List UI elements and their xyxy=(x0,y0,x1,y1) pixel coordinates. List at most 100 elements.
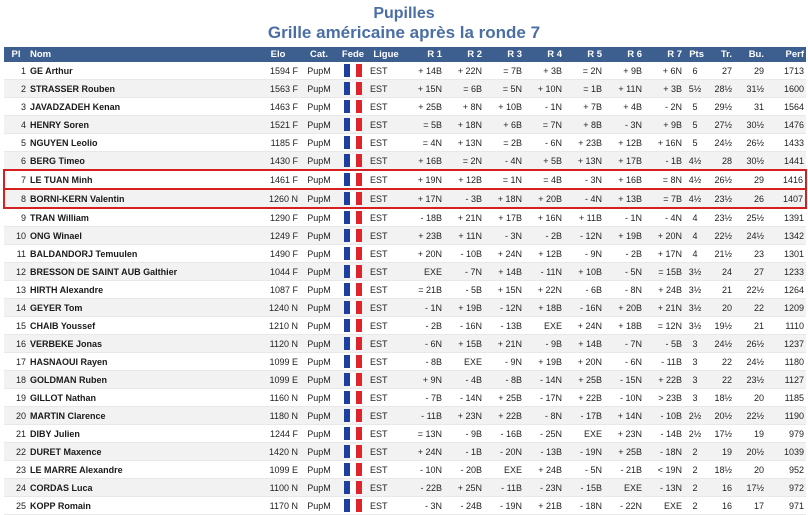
cell-perf: 972 xyxy=(766,478,806,497)
cell-r3: + 18N xyxy=(484,188,524,209)
cell-ligue: EST xyxy=(368,133,404,152)
cell-r2: + 13N xyxy=(444,133,484,152)
cell-r7: = 8N xyxy=(644,169,684,190)
cell-r2: - 20B xyxy=(444,460,484,479)
cell-r7: = 7B xyxy=(644,188,684,209)
cell-elo: 1180 N xyxy=(256,406,300,425)
cell-nom: GEYER Tom xyxy=(28,298,256,317)
cell-r6: + 18B xyxy=(604,316,644,335)
cell-elo: 1249 F xyxy=(256,226,300,245)
cell-tr: 20 xyxy=(706,298,734,317)
cell-r2: - 3B xyxy=(444,188,484,209)
cell-pts: 3½ xyxy=(684,280,706,299)
cell-r6: + 23N xyxy=(604,424,644,443)
column-header-pts: Pts xyxy=(684,47,706,62)
cell-perf: 1476 xyxy=(766,115,806,134)
cell-r2: - 24B xyxy=(444,496,484,515)
column-header-r3: R 3 xyxy=(484,47,524,62)
cell-bu: 31 xyxy=(734,97,766,116)
cell-r5: + 25B xyxy=(564,370,604,389)
cell-bu: 25½ xyxy=(734,208,766,227)
cell-perf: 971 xyxy=(766,496,806,515)
cell-pts: 2 xyxy=(684,460,706,479)
cell-cat: PupM xyxy=(300,226,338,245)
cell-r5: + 20N xyxy=(564,352,604,371)
cell-pts: 3½ xyxy=(684,262,706,281)
france-flag-icon xyxy=(338,460,368,479)
cell-tr: 21 xyxy=(706,280,734,299)
table-row: 1 GE Arthur 1594 F PupM EST + 14B + 22N = 7B + 3… xyxy=(4,62,806,80)
cell-bu: 31½ xyxy=(734,79,766,98)
cell-bu: 21 xyxy=(734,316,766,335)
france-flag-icon xyxy=(338,370,368,389)
cell-r3: + 24N xyxy=(484,244,524,263)
cell-cat: PupM xyxy=(300,352,338,371)
cell-r3: = 7B xyxy=(484,62,524,80)
cell-ligue: EST xyxy=(368,262,404,281)
cell-bu: 20 xyxy=(734,388,766,407)
cell-pl: 14 xyxy=(4,298,28,317)
cell-r4: - 9B xyxy=(524,334,564,353)
cell-r4: = 7N xyxy=(524,115,564,134)
table-row: 14 GEYER Tom 1240 N PupM EST - 1N + 19B - 12N + … xyxy=(4,298,806,317)
cell-nom: BALDANDORJ Temuulen xyxy=(28,244,256,263)
cell-tr: 27½ xyxy=(706,115,734,134)
cell-tr: 22 xyxy=(706,370,734,389)
cell-nom: HASNAOUI Rayen xyxy=(28,352,256,371)
cell-r5: + 14B xyxy=(564,334,604,353)
cell-r7: + 16N xyxy=(644,133,684,152)
cell-elo: 1420 N xyxy=(256,442,300,461)
cell-perf: 1127 xyxy=(766,370,806,389)
cell-r5: = 2N xyxy=(564,62,604,80)
cell-bu: 17 xyxy=(734,496,766,515)
cell-r1: - 11B xyxy=(404,406,444,425)
cell-r1: - 18B xyxy=(404,208,444,227)
cell-pts: 2½ xyxy=(684,424,706,443)
cell-r4: - 11N xyxy=(524,262,564,281)
cell-r4: + 18B xyxy=(524,298,564,317)
cell-pl: 16 xyxy=(4,334,28,353)
france-flag-icon xyxy=(338,388,368,407)
cell-pts: 3 xyxy=(684,352,706,371)
france-flag-icon xyxy=(338,62,368,80)
cell-r2: EXE xyxy=(444,352,484,371)
cell-perf: 1039 xyxy=(766,442,806,461)
cell-ligue: EST xyxy=(368,298,404,317)
table-row: 12 BRESSON DE SAINT AUB Galthier 1044 F Pup… xyxy=(4,262,806,281)
cell-cat: PupM xyxy=(300,460,338,479)
cell-pl: 19 xyxy=(4,388,28,407)
cell-r1: EXE xyxy=(404,262,444,281)
table-row: 11 BALDANDORJ Temuulen 1490 F PupM EST + 20N -… xyxy=(4,244,806,263)
cell-r5: - 6B xyxy=(564,280,604,299)
cell-ligue: EST xyxy=(368,442,404,461)
cell-elo: 1290 F xyxy=(256,208,300,227)
cell-r5: - 19N xyxy=(564,442,604,461)
cell-nom: DURET Maxence xyxy=(28,442,256,461)
cell-r5: - 3N xyxy=(564,169,604,190)
cell-r1: - 3N xyxy=(404,496,444,515)
cell-r6: - 5N xyxy=(604,262,644,281)
cell-pl: 25 xyxy=(4,496,28,515)
cell-pl: 23 xyxy=(4,460,28,479)
cell-nom: TRAN William xyxy=(28,208,256,227)
cell-r3: - 9N xyxy=(484,352,524,371)
cell-r5: - 16N xyxy=(564,298,604,317)
cell-r3: + 25B xyxy=(484,388,524,407)
table-row: 24 CORDAS Luca 1100 N PupM EST - 22B + 25N - 11… xyxy=(4,478,806,497)
cell-tr: 27 xyxy=(706,62,734,80)
cell-pl: 5 xyxy=(4,133,28,152)
france-flag-icon xyxy=(338,188,368,209)
cell-r3: + 15N xyxy=(484,280,524,299)
cell-nom: BRESSON DE SAINT AUB Galthier xyxy=(28,262,256,281)
cell-perf: 1209 xyxy=(766,298,806,317)
cell-ligue: EST xyxy=(368,460,404,479)
cell-tr: 28 xyxy=(706,151,734,171)
cell-nom: STRASSER Rouben xyxy=(28,79,256,98)
page-title: Pupilles xyxy=(373,5,435,22)
cell-r1: + 24N xyxy=(404,442,444,461)
cell-cat: PupM xyxy=(300,133,338,152)
column-header-r4: R 4 xyxy=(524,47,564,62)
france-flag-icon xyxy=(338,298,368,317)
cell-cat: PupM xyxy=(300,334,338,353)
france-flag-icon xyxy=(338,133,368,152)
